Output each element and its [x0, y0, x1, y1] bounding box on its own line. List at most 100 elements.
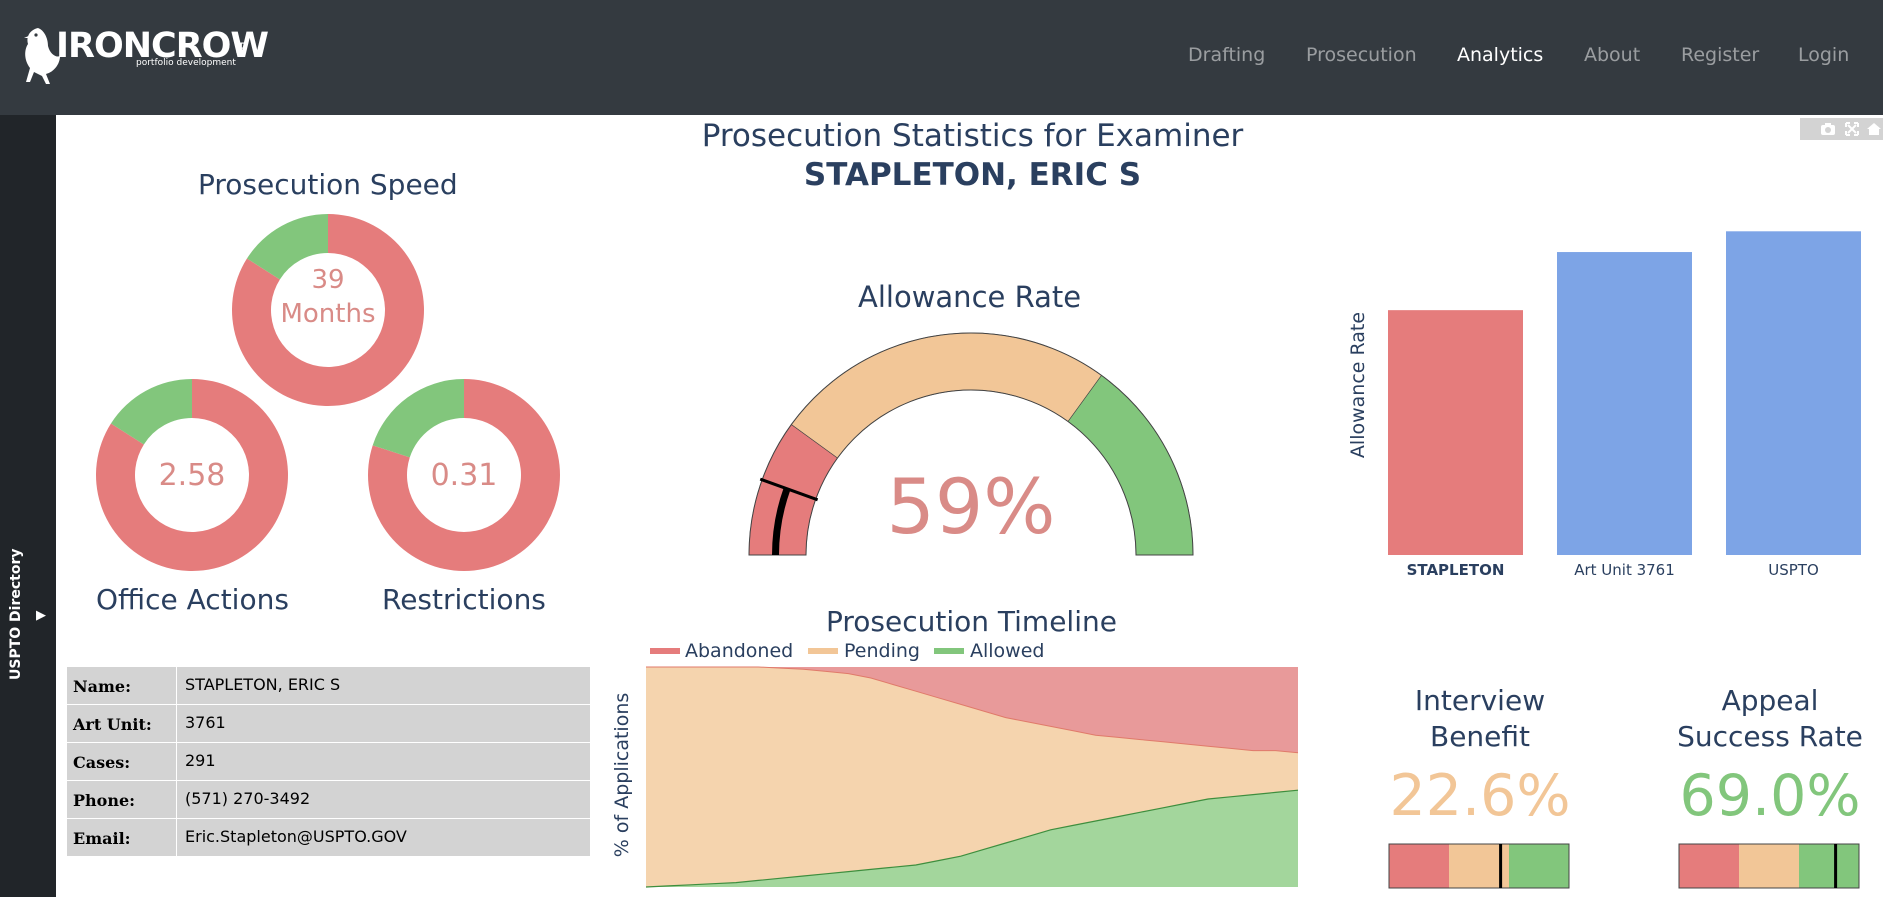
examiner-info-table: Name: STAPLETON, ERIC S Art Unit: 3761 Cas…	[66, 666, 591, 857]
bullet-band-mid	[1449, 844, 1509, 888]
bar	[1726, 231, 1861, 556]
bar-label: STAPLETON	[1407, 561, 1505, 579]
donut-slice-main	[96, 379, 288, 571]
top-navbar: IRONCROW IP portfolio development Drafti…	[0, 0, 1883, 115]
gauge-bar-fill	[772, 487, 791, 555]
home-icon[interactable]	[1866, 121, 1882, 137]
brand-suffix: IP	[235, 41, 248, 57]
examiner-name-title: STAPLETON, ERIC S	[803, 157, 1142, 193]
bullet-band-low	[1679, 844, 1739, 888]
row-value[interactable]: Eric.Stapleton@USPTO.GOV	[176, 818, 591, 857]
interview-title-2: Benefit	[1429, 720, 1531, 753]
row-key: Cases:	[66, 742, 177, 781]
bar-y-axis-label: Allowance Rate	[1347, 312, 1369, 458]
gauge-value-bar	[772, 487, 791, 555]
row-key: Art Unit:	[66, 704, 177, 743]
timeline-y-axis-label: % of Applications	[611, 693, 633, 858]
expand-arrow-icon[interactable]: ▶	[36, 608, 46, 623]
bullet-band-mid	[1739, 844, 1799, 888]
page-title: Prosecution Statistics for Examiner	[701, 118, 1244, 154]
appeal-bullet-bar	[1678, 843, 1860, 889]
bar-label: Art Unit 3761	[1574, 561, 1675, 579]
interview-bullet-bar	[1388, 843, 1570, 889]
nav-prosecution[interactable]: Prosecution	[1306, 44, 1417, 66]
bullet-outline	[1388, 843, 1570, 889]
donut-slice-main	[232, 214, 425, 407]
legend-swatch-pending	[808, 648, 838, 654]
row-value: 3761	[176, 704, 591, 743]
restrictions-donut	[368, 379, 560, 571]
donut-slice-rest	[246, 214, 328, 280]
bar-group: STAPLETON Art Unit 3761 USPTO	[1388, 231, 1861, 579]
nav-register[interactable]: Register	[1681, 44, 1760, 66]
row-value: STAPLETON, ERIC S	[176, 666, 591, 705]
timeline-areas	[645, 666, 1299, 888]
table-row: Email: Eric.Stapleton@USPTO.GOV	[66, 818, 591, 857]
nav-analytics[interactable]: Analytics	[1457, 44, 1544, 66]
interview-benefit-value: 22.6%	[1389, 763, 1571, 829]
bullet-outline	[1678, 843, 1860, 889]
legend-abandoned[interactable]: Abandoned	[685, 640, 793, 662]
uspto-directory-sidebar[interactable]: USPTO Directory ▶	[0, 115, 56, 897]
allowance-rate-value: 59%	[887, 462, 1056, 551]
bullet-band-high	[1509, 844, 1569, 888]
allowance-gauge: 59%	[748, 332, 1194, 556]
row-key: Email:	[66, 818, 177, 857]
timeline-title: Prosecution Timeline	[826, 605, 1117, 638]
sidebar-label[interactable]: USPTO Directory	[8, 548, 24, 681]
speed-donuts: 39 Months 2.58 0.31	[96, 214, 560, 571]
legend-swatch-abandoned	[650, 648, 680, 654]
row-value: 291	[176, 742, 591, 781]
row-key: Name:	[66, 666, 177, 705]
appeal-title-2: Success Rate	[1677, 720, 1863, 753]
donut-slice-main	[368, 379, 560, 571]
brand-tagline: portfolio development	[136, 58, 236, 68]
legend-pending[interactable]: Pending	[844, 640, 920, 662]
gauge-threshold-marker	[759, 477, 819, 502]
office-actions-donut	[96, 379, 288, 571]
plot-modebar	[1800, 118, 1883, 140]
row-value: (571) 270-3492	[176, 780, 591, 819]
prosecution-speed-title: Prosecution Speed	[198, 168, 458, 201]
bullet-band-low	[1389, 844, 1449, 888]
months-unit: Months	[280, 299, 375, 329]
bar	[1388, 310, 1523, 555]
table-row: Art Unit: 3761	[66, 704, 591, 743]
gauge-band	[790, 332, 1102, 459]
allowance-rate-title: Allowance Rate	[858, 280, 1082, 314]
brand-name: IRONCROW	[56, 26, 269, 66]
abandoned-line	[646, 666, 1299, 754]
allowance-bar-chart: Allowance Rate STAPLETON Art Unit 3761 USP…	[1347, 231, 1861, 579]
camera-icon[interactable]	[1820, 121, 1836, 137]
appeal-title-1: Appeal	[1721, 684, 1819, 717]
crow-icon	[24, 28, 60, 84]
donut-slice-rest	[110, 379, 192, 445]
legend-allowed[interactable]: Allowed	[970, 640, 1044, 662]
restrictions-label: Restrictions	[382, 583, 546, 616]
nav-drafting[interactable]: Drafting	[1188, 44, 1266, 66]
nav-about[interactable]: About	[1584, 44, 1641, 66]
months-value: 39	[311, 265, 344, 295]
bar	[1557, 252, 1692, 556]
timeline-chart: % of Applications	[611, 666, 1299, 888]
office-actions-value: 2.58	[159, 458, 226, 493]
bullet-marker	[1499, 844, 1503, 888]
autoscale-icon[interactable]	[1844, 121, 1860, 137]
donut-slice-rest	[372, 379, 464, 458]
legend-swatch-allowed	[934, 648, 964, 654]
table-row: Name: STAPLETON, ERIC S	[66, 666, 591, 705]
office-actions-label: Office Actions	[96, 583, 289, 616]
interview-title-1: Interview	[1414, 684, 1546, 717]
table-row: Cases: 291	[66, 742, 591, 781]
ironcrow-logo[interactable]: IRONCROW IP portfolio development	[20, 24, 269, 88]
allowed-area	[646, 790, 1298, 887]
row-key: Phone:	[66, 780, 177, 819]
nav-login[interactable]: Login	[1798, 44, 1850, 66]
appeal-success-value: 69.0%	[1679, 763, 1861, 829]
bullet-marker	[1834, 844, 1838, 888]
table-row: Phone: (571) 270-3492	[66, 780, 591, 819]
restrictions-value: 0.31	[431, 458, 498, 493]
timeline-legend: Abandoned Pending Allowed	[650, 640, 1044, 662]
months-donut	[232, 214, 425, 407]
allowed-line	[645, 789, 1299, 888]
